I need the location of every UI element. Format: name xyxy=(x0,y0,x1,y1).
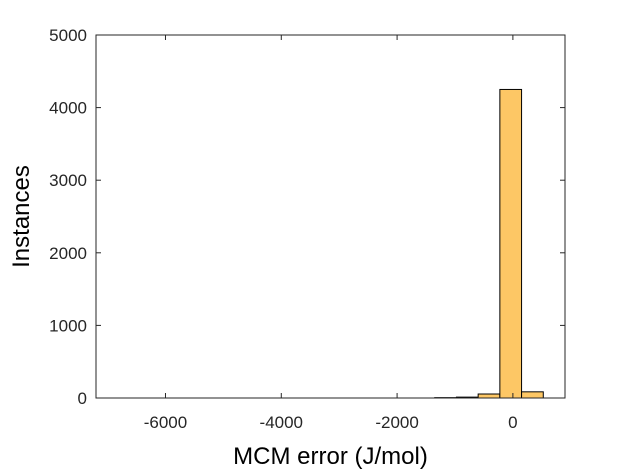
x-axis-label: MCM error (J/mol) xyxy=(233,443,428,469)
x-tick-label-1: -4000 xyxy=(260,413,303,432)
histogram-bar-4 xyxy=(521,391,544,399)
x-tick-label-0: -6000 xyxy=(144,413,187,432)
histogram-bar-3 xyxy=(499,88,523,399)
x-tick-label-2: -2000 xyxy=(375,413,418,432)
ticks-group: -6000 -4000 -2000 0 0 1000 2000 3000 4000 5000 xyxy=(49,26,565,432)
y-tick-label-1: 1000 xyxy=(49,316,87,335)
y-tick-label-5: 5000 xyxy=(49,26,87,45)
y-axis-label: Instances xyxy=(8,165,35,268)
y-tick-label-4: 4000 xyxy=(49,99,87,118)
y-tick-label-2: 2000 xyxy=(49,244,87,263)
x-tick-label-3: 0 xyxy=(508,413,517,432)
y-tick-label-0: 0 xyxy=(78,389,87,408)
histogram-bar-2 xyxy=(477,393,501,399)
plot-frame xyxy=(95,34,566,399)
y-tick-label-3: 3000 xyxy=(49,171,87,190)
